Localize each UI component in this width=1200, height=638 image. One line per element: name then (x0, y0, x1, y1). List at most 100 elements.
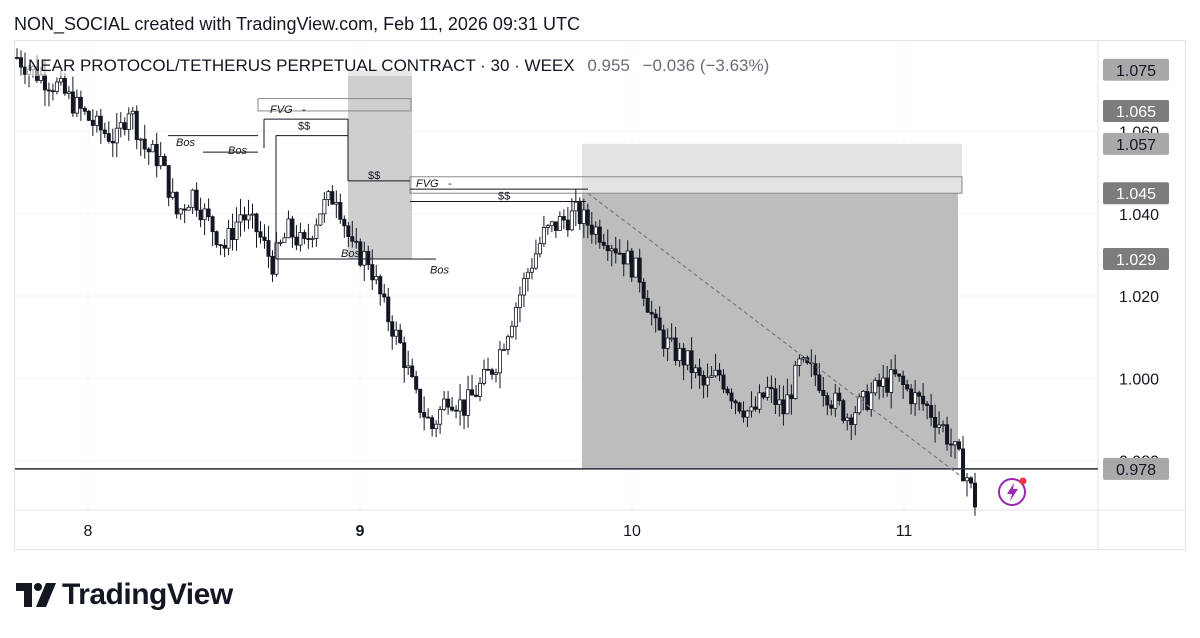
candle-body (961, 448, 966, 482)
candle-body (446, 398, 451, 408)
candle-body (490, 369, 495, 375)
candle-body (585, 209, 590, 226)
candle-body (390, 321, 395, 337)
candle-body (565, 219, 570, 231)
candle-body (466, 389, 471, 416)
candle-body (154, 143, 159, 167)
candle-body (410, 365, 415, 377)
price-label-text: 1.057 (1116, 137, 1156, 154)
candle-body (657, 317, 662, 331)
candle-body (509, 325, 514, 338)
candle-body (745, 410, 750, 418)
candle-body (661, 329, 666, 349)
symbol-legend[interactable]: NEAR PROTOCOL/TETHERUS PERPETUAL CONTRAC… (26, 56, 772, 76)
candle-body (893, 369, 898, 375)
price-label: 1.045 (1103, 182, 1169, 205)
candle-body (58, 77, 63, 83)
candle-body (90, 119, 95, 126)
candle-body (753, 406, 758, 410)
candle-body (294, 236, 299, 246)
candle-body (482, 368, 487, 384)
candle-body (94, 115, 99, 126)
candle-body (234, 221, 239, 241)
candle-body (897, 373, 902, 377)
candle-body (290, 218, 295, 238)
candle-body (621, 252, 626, 265)
price-label-box (1103, 58, 1169, 81)
chart-frame[interactable] (14, 40, 1186, 550)
tradingview-logo-icon (16, 583, 56, 607)
candle-body (593, 226, 598, 235)
candle-body (238, 214, 243, 223)
price-change: −0.036 (−3.63%) (642, 56, 770, 75)
candle-body (358, 241, 363, 266)
trend-line (587, 192, 963, 478)
candle-body (813, 363, 818, 376)
alert-bolt-icon[interactable] (997, 475, 1029, 507)
candle-body (50, 90, 55, 93)
candle-body (553, 221, 558, 231)
chart-header: NON_SOCIAL created with TradingView.com,… (14, 14, 580, 34)
price-label: 1.029 (1103, 248, 1169, 271)
candle-body (921, 395, 926, 405)
candle-body (146, 148, 151, 153)
candle-body (833, 392, 838, 409)
candle-body (306, 238, 311, 240)
candle-body (130, 110, 135, 115)
candle-body (741, 410, 746, 418)
candle-body (949, 443, 954, 446)
price-label-box (1103, 99, 1169, 122)
candle-body (318, 213, 323, 226)
candle-body (246, 214, 251, 221)
candle-body (206, 208, 211, 218)
candle-body (362, 251, 367, 266)
candle-body (398, 329, 403, 344)
candle-body (541, 227, 546, 245)
candle-body (454, 409, 459, 412)
candle-body (366, 251, 371, 265)
candle-body (478, 382, 483, 397)
y-tick-label: 1.000 (1119, 371, 1159, 388)
candle-body (877, 379, 882, 387)
candle-body (937, 424, 942, 428)
candle-body (697, 367, 702, 376)
candle-body (713, 369, 718, 377)
candle-body (262, 236, 267, 241)
candle-body (86, 110, 91, 121)
candle-body (781, 399, 786, 415)
price-label-text: 1.065 (1116, 104, 1156, 121)
candle-body (134, 110, 139, 140)
candle-body (857, 396, 862, 414)
candle-body (853, 412, 858, 425)
candle-body (537, 243, 542, 255)
last-price: 0.955 (587, 56, 630, 75)
candle-body (797, 358, 802, 366)
candle-body (354, 240, 359, 243)
candle-body (493, 372, 498, 375)
candle-body (861, 390, 866, 398)
candle-body (569, 210, 574, 231)
candle-body (346, 225, 351, 238)
candle-body (677, 347, 682, 362)
candle-body (322, 199, 327, 215)
candles (14, 48, 978, 516)
candle-body (777, 399, 782, 405)
candle-body (941, 424, 946, 427)
candle-body (402, 342, 407, 369)
candle-body (889, 369, 894, 393)
candle-body (789, 394, 794, 400)
candle-body (158, 155, 163, 167)
annotation-label: FVG (270, 104, 293, 116)
candle-body (474, 394, 479, 397)
candle-body (374, 276, 379, 281)
x-tick-label: 8 (84, 523, 93, 540)
candle-body (118, 122, 123, 129)
price-label-box (1103, 182, 1169, 205)
candle-body (881, 377, 886, 387)
fvg-box-2 (409, 176, 963, 194)
candle-body (186, 206, 191, 211)
price-axis: 1.0401.0201.0001.0600.9801.0751.0651.057… (1103, 58, 1169, 480)
candle-body (865, 390, 870, 410)
price-label-box (1103, 132, 1169, 155)
